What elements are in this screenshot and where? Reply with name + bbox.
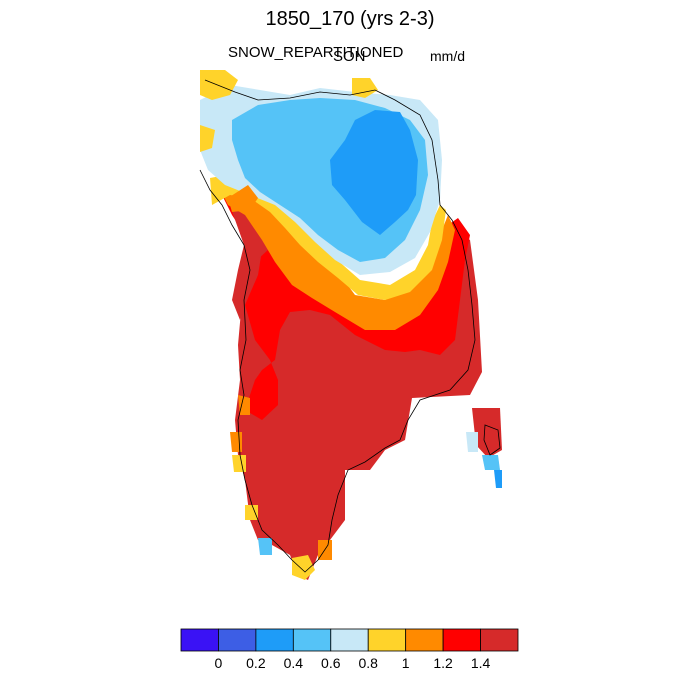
colorbar-label: 0.6 xyxy=(321,655,341,671)
map-region-west-yellow-2 xyxy=(245,505,258,520)
colorbar-label: 0.4 xyxy=(283,655,304,671)
colorbar-label: 1.4 xyxy=(470,655,491,671)
colorbar-swatch-5 xyxy=(367,628,407,652)
season-label: SON xyxy=(333,48,366,65)
colorbar-swatch-4 xyxy=(330,628,369,652)
colorbar-label: 0.2 xyxy=(246,655,266,671)
colorbar-label: 0.8 xyxy=(358,655,378,671)
coastline xyxy=(199,79,476,573)
map-region-dark-blue xyxy=(330,110,418,235)
colorbar-swatch-8 xyxy=(480,628,519,652)
units-label: mm/d xyxy=(430,48,465,64)
map-region-east-island-dark-blue xyxy=(494,470,502,488)
colorbar-label: 0 xyxy=(214,655,223,671)
colorbar-swatch-6 xyxy=(405,628,444,652)
map-region-south-yellow xyxy=(292,555,315,580)
map-region-north-orange xyxy=(228,185,258,212)
map-region-north-yellow xyxy=(200,70,238,100)
map-region-east-island xyxy=(472,408,502,458)
map-region-south-blue xyxy=(258,538,272,555)
map-region-west-orange xyxy=(238,395,250,415)
colorbar-swatch-7 xyxy=(442,628,481,652)
map-region-yellow xyxy=(210,172,446,300)
colorbar-swatch-1 xyxy=(218,628,257,652)
map-region-north-yellow-2 xyxy=(200,125,215,152)
colorbar-label: 1 xyxy=(401,655,410,671)
map-region-east-island-blue xyxy=(482,455,500,470)
colorbar-swatch-3 xyxy=(292,628,332,652)
map-region-east-island-light xyxy=(466,432,478,452)
coastline-east-island xyxy=(483,424,501,456)
variable-label: SNOW_REPARTITIONED xyxy=(228,44,404,61)
plot-title: 1850_170 (yrs 2-3) xyxy=(265,8,435,30)
colorbar-swatch-0 xyxy=(180,628,219,652)
colorbar-swatch-2 xyxy=(255,628,294,652)
colorbar-label: 1.2 xyxy=(433,655,453,671)
